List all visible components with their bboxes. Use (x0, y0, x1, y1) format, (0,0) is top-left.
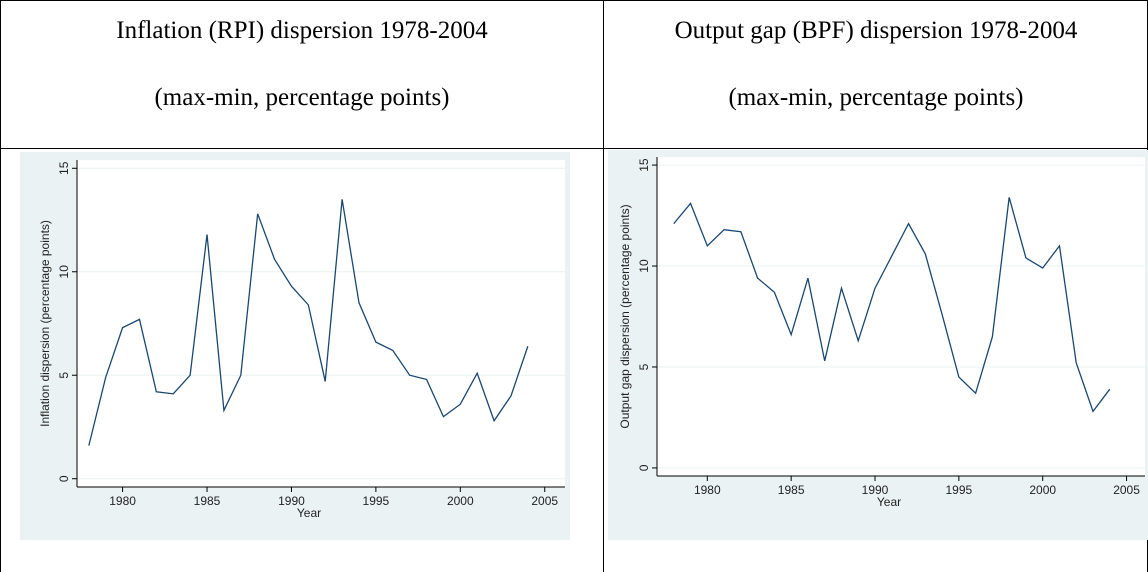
y-axis-label: Inflation dispersion (percentage points) (38, 220, 52, 427)
x-tick-label: 2000 (447, 494, 474, 508)
plot-area (77, 160, 565, 487)
data-line (88, 199, 529, 446)
y-tick-label: 0 (57, 475, 71, 482)
x-tick-label: 2000 (1029, 483, 1056, 497)
data-line (673, 197, 1111, 413)
y-tick-label: 10 (57, 265, 71, 279)
y-tick-label: 15 (637, 158, 651, 172)
x-tick-label: 1995 (946, 483, 973, 497)
x-tick-label: 1985 (778, 483, 805, 497)
header-subtitle: (max-min, percentage points) (728, 84, 1023, 111)
y-tick-label: 15 (57, 161, 71, 175)
header-title: Inflation (RPI) dispersion 1978-2004 (116, 17, 488, 44)
x-axis-label: Year (877, 495, 901, 509)
header-title: Output gap (BPF) dispersion 1978-2004 (675, 17, 1078, 44)
y-axis-label: Output gap dispersion (percentage points… (618, 204, 632, 428)
y-tick-label: 0 (637, 464, 651, 471)
y-tick-label: 5 (637, 363, 651, 370)
header-subtitle: (max-min, percentage points) (154, 84, 449, 111)
x-tick-label: 1990 (862, 483, 889, 497)
y-tick-label: 5 (57, 372, 71, 379)
x-tick-label: 1985 (194, 494, 221, 508)
x-axis-label: Year (297, 506, 321, 520)
x-tick-label: 1980 (109, 494, 136, 508)
x-tick-label: 1980 (694, 483, 721, 497)
x-tick-label: 1990 (278, 494, 305, 508)
y-tick-label: 10 (637, 259, 651, 273)
x-tick-label: 1995 (363, 494, 390, 508)
x-tick-label: 2005 (1113, 483, 1140, 497)
plot-area (657, 157, 1145, 476)
x-tick-label: 2005 (531, 494, 558, 508)
